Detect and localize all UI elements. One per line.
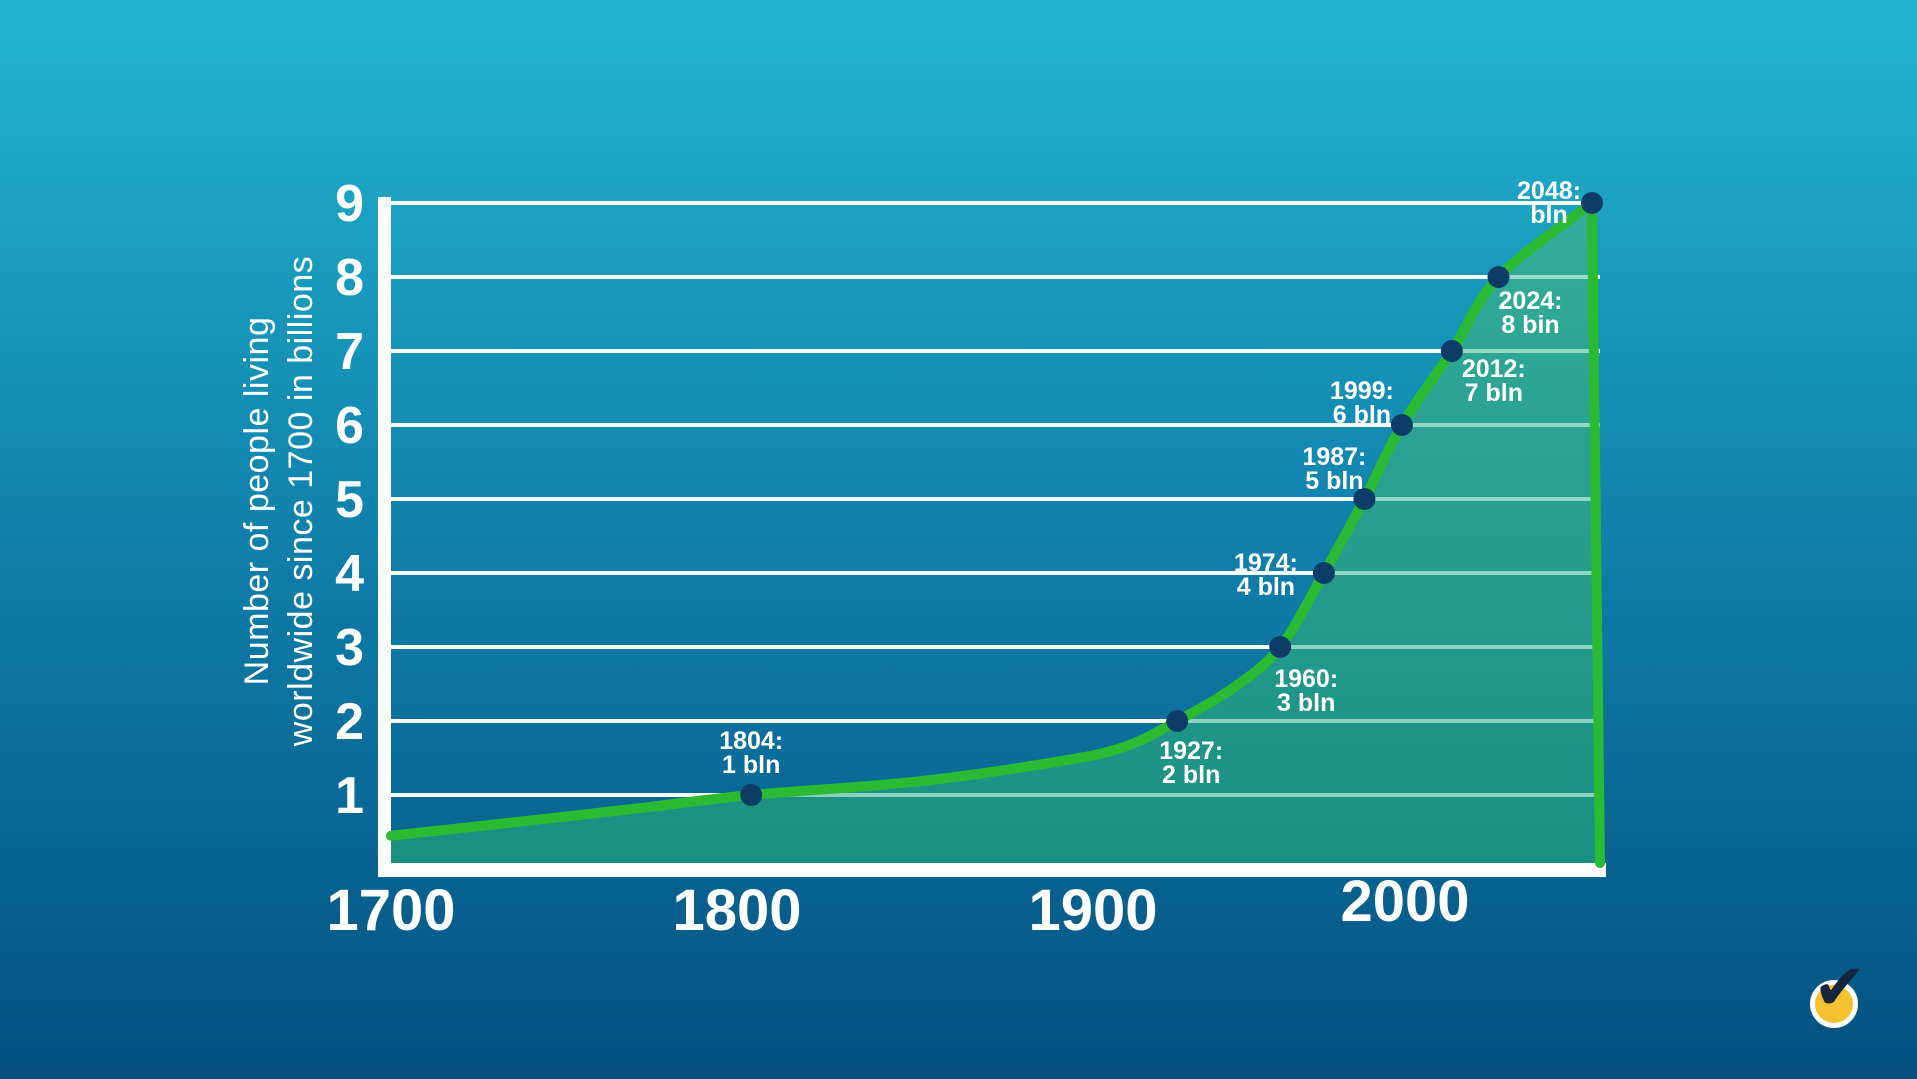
- y-tick-1: 1: [335, 767, 364, 825]
- milestone-label-2012-line-1: 2012:: [1462, 355, 1526, 383]
- milestone-labels: 1804:1 bln 1927:2 bln 1960:3 bln 1974:4 bln…: [719, 177, 1581, 789]
- y-tick-9: 9: [335, 175, 364, 233]
- y-tick-7: 7: [335, 323, 364, 381]
- milestone-label-1987-line-1: 1987:: [1302, 443, 1366, 471]
- milestone-label-2048-line-1: 2048:: [1517, 177, 1581, 205]
- axes: [378, 197, 1606, 877]
- y-axis-title-line-1: Number of people living: [238, 317, 276, 686]
- milestone-dots: [740, 192, 1603, 806]
- milestone-dot-1927: [1166, 710, 1189, 732]
- milestone-dot-1999: [1390, 414, 1413, 436]
- milestone-label-1960-line-1: 1960:: [1274, 665, 1338, 693]
- milestone-dot-1974: [1312, 562, 1335, 584]
- milestone-label-1999-line-1: 1999:: [1330, 377, 1394, 405]
- area-fill: [391, 203, 1600, 863]
- milestone-label-1804-line-1: 1804:: [719, 727, 783, 755]
- x-tick-1800: 1800: [672, 878, 801, 943]
- milestone-dot-2024: [1487, 266, 1510, 288]
- milestone-label-2024-line-2: 8 bin: [1501, 311, 1559, 339]
- milestone-dot-1960: [1269, 636, 1292, 658]
- y-axis-line: [378, 197, 391, 877]
- x-axis-line: [378, 863, 1606, 877]
- x-tick-1700: 1700: [326, 878, 455, 943]
- milestone-label-1927-line-2: 2 bln: [1162, 761, 1220, 789]
- milestone-label-1974-line-2: 4 bln: [1237, 573, 1295, 601]
- milestone-dot-1987: [1353, 488, 1376, 510]
- y-tick-6: 6: [335, 397, 364, 455]
- milestone-label-1927-line-1: 1927:: [1159, 737, 1223, 765]
- y-tick-8: 8: [335, 249, 364, 307]
- y-tick-3: 3: [335, 619, 364, 677]
- area-fill-layer: [391, 203, 1600, 863]
- x-axis-tick-labels: 1700 1800 1900 2000: [326, 869, 1469, 943]
- milestone-label-1999-line-2: 6 bln: [1333, 401, 1391, 429]
- milestone-label-1960-line-2: 3 bln: [1277, 689, 1335, 717]
- y-tick-5: 5: [335, 471, 364, 529]
- x-tick-1900: 1900: [1028, 878, 1157, 943]
- y-axis-title-line-2: worldwide since 1700 in billions: [282, 256, 320, 747]
- milestone-label-1804-line-2: 1 bln: [722, 751, 780, 779]
- milestone-dot-2048: [1581, 192, 1603, 214]
- milestone-dot-2012: [1440, 340, 1463, 362]
- gridlines: [391, 201, 1600, 797]
- milestone-label-2048-line-2: bln: [1530, 201, 1568, 229]
- y-axis-tick-labels: 1 2 3 4 5 6 7 8 9: [335, 175, 364, 825]
- x-tick-2000: 2000: [1340, 869, 1469, 934]
- brand-logo: ✔: [1810, 955, 1867, 1028]
- milestone-label-1974-line-1: 1974:: [1234, 549, 1298, 577]
- y-tick-4: 4: [335, 545, 364, 603]
- y-tick-2: 2: [335, 693, 364, 751]
- y-axis-title: Number of people living worldwide since …: [238, 256, 320, 747]
- milestone-dot-1804: [740, 784, 763, 806]
- checkmark-icon: ✔: [1813, 951, 1867, 1023]
- milestone-label-2024-line-1: 2024:: [1499, 287, 1563, 315]
- milestone-label-2012-line-2: 7 bln: [1465, 379, 1523, 407]
- milestone-label-1987-line-2: 5 bln: [1305, 467, 1363, 495]
